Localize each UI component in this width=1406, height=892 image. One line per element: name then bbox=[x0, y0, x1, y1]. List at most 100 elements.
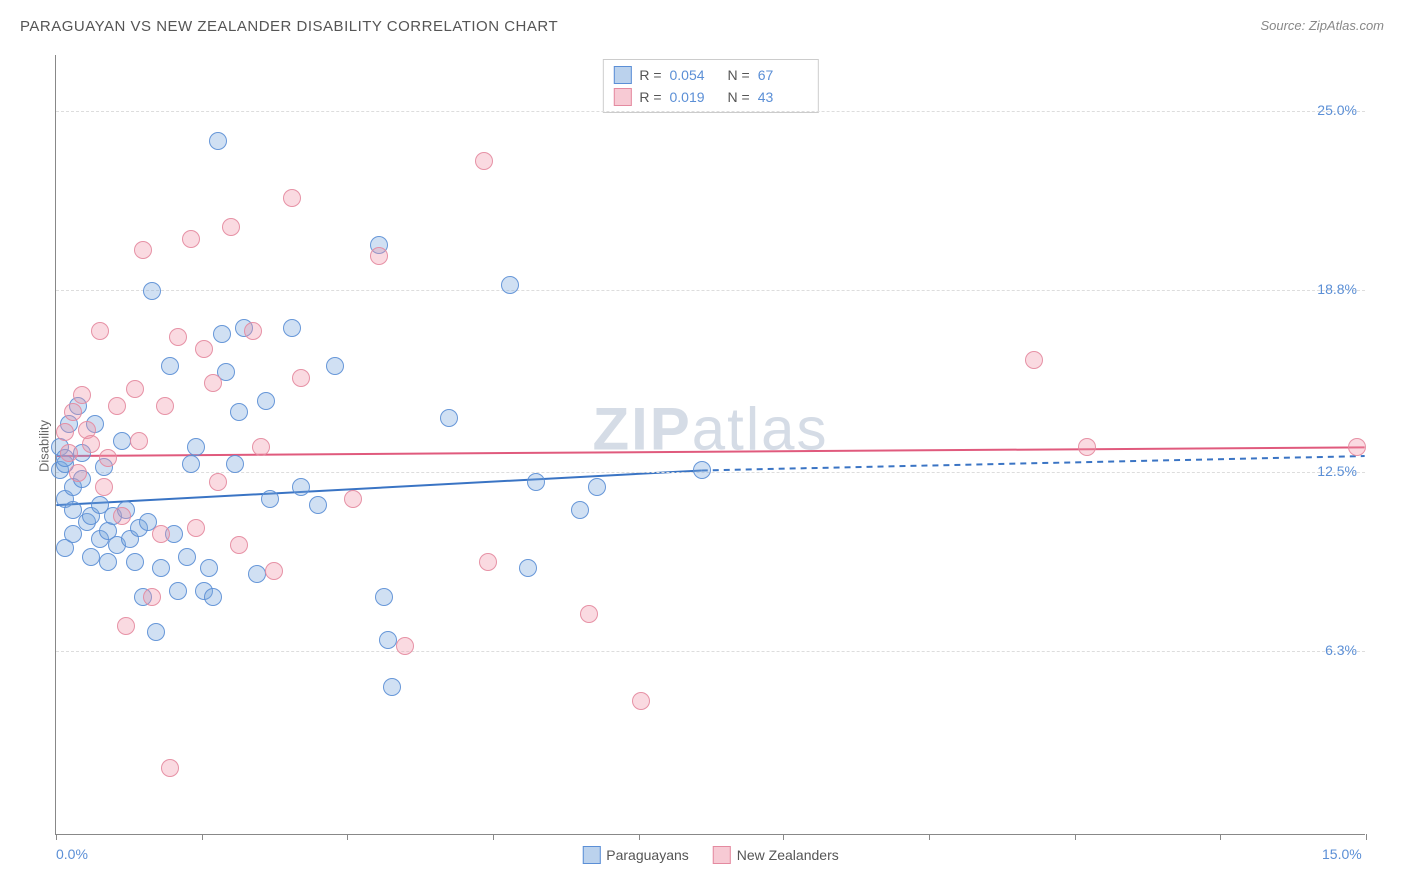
x-tick bbox=[1366, 834, 1367, 840]
scatter-point bbox=[169, 328, 187, 346]
x-tick bbox=[347, 834, 348, 840]
scatter-point bbox=[379, 631, 397, 649]
scatter-point bbox=[213, 325, 231, 343]
source-attribution: Source: ZipAtlas.com bbox=[1260, 18, 1384, 33]
scatter-point bbox=[204, 588, 222, 606]
scatter-point bbox=[82, 548, 100, 566]
swatch-icon bbox=[613, 66, 631, 84]
scatter-point bbox=[230, 536, 248, 554]
y-tick-label: 25.0% bbox=[1317, 102, 1357, 118]
scatter-point bbox=[64, 403, 82, 421]
scatter-point bbox=[292, 369, 310, 387]
stat-value: 0.054 bbox=[670, 67, 720, 83]
scatter-point bbox=[204, 374, 222, 392]
stat-label: N = bbox=[728, 89, 750, 105]
scatter-point bbox=[200, 559, 218, 577]
scatter-point bbox=[244, 322, 262, 340]
scatter-point bbox=[230, 403, 248, 421]
x-tick bbox=[639, 834, 640, 840]
scatter-point bbox=[126, 380, 144, 398]
x-tick bbox=[56, 834, 57, 840]
scatter-point bbox=[152, 559, 170, 577]
gridline bbox=[56, 111, 1365, 112]
scatter-point bbox=[693, 461, 711, 479]
scatter-point bbox=[383, 678, 401, 696]
gridline bbox=[56, 290, 1365, 291]
correlation-chart: PARAGUAYAN VS NEW ZEALANDER DISABILITY C… bbox=[10, 10, 1396, 882]
scatter-point bbox=[1078, 438, 1096, 456]
scatter-point bbox=[56, 423, 74, 441]
scatter-point bbox=[375, 588, 393, 606]
scatter-point bbox=[1025, 351, 1043, 369]
scatter-point bbox=[195, 340, 213, 358]
scatter-point bbox=[187, 438, 205, 456]
scatter-point bbox=[113, 507, 131, 525]
legend-item: Paraguayans bbox=[582, 846, 689, 864]
legend-label: Paraguayans bbox=[606, 847, 689, 863]
gridline bbox=[56, 651, 1365, 652]
chart-title: PARAGUAYAN VS NEW ZEALANDER DISABILITY C… bbox=[20, 18, 558, 35]
stat-label: N = bbox=[728, 67, 750, 83]
scatter-point bbox=[252, 438, 270, 456]
scatter-point bbox=[152, 525, 170, 543]
scatter-point bbox=[187, 519, 205, 537]
scatter-point bbox=[479, 553, 497, 571]
scatter-point bbox=[1348, 438, 1366, 456]
legend-row: R = 0.054 N = 67 bbox=[613, 64, 807, 86]
scatter-point bbox=[182, 455, 200, 473]
stat-label: R = bbox=[639, 89, 661, 105]
x-tick bbox=[783, 834, 784, 840]
scatter-point bbox=[261, 490, 279, 508]
scatter-point bbox=[632, 692, 650, 710]
scatter-point bbox=[309, 496, 327, 514]
scatter-point bbox=[209, 132, 227, 150]
y-tick-label: 12.5% bbox=[1317, 463, 1357, 479]
scatter-point bbox=[147, 623, 165, 641]
y-axis-label: Disability bbox=[37, 420, 52, 472]
y-tick-label: 18.8% bbox=[1317, 281, 1357, 297]
scatter-point bbox=[182, 230, 200, 248]
scatter-point bbox=[134, 241, 152, 259]
legend-label: New Zealanders bbox=[737, 847, 839, 863]
scatter-point bbox=[178, 548, 196, 566]
scatter-point bbox=[588, 478, 606, 496]
scatter-point bbox=[99, 553, 117, 571]
scatter-point bbox=[571, 501, 589, 519]
swatch-icon bbox=[613, 88, 631, 106]
scatter-point bbox=[69, 464, 87, 482]
scatter-point bbox=[113, 432, 131, 450]
swatch-icon bbox=[582, 846, 600, 864]
scatter-point bbox=[143, 282, 161, 300]
scatter-point bbox=[169, 582, 187, 600]
scatter-point bbox=[82, 435, 100, 453]
x-tick-label: 0.0% bbox=[56, 846, 88, 862]
scatter-point bbox=[580, 605, 598, 623]
scatter-point bbox=[91, 322, 109, 340]
scatter-point bbox=[344, 490, 362, 508]
watermark: ZIPatlas bbox=[592, 394, 828, 463]
scatter-point bbox=[326, 357, 344, 375]
scatter-point bbox=[117, 617, 135, 635]
scatter-point bbox=[126, 553, 144, 571]
x-tick bbox=[1075, 834, 1076, 840]
legend-item: New Zealanders bbox=[713, 846, 839, 864]
scatter-point bbox=[209, 473, 227, 491]
legend-row: R = 0.019 N = 43 bbox=[613, 86, 807, 108]
scatter-point bbox=[440, 409, 458, 427]
stat-value: 43 bbox=[758, 89, 808, 105]
plot-area: ZIPatlas R = 0.054 N = 67 R = 0.019 N = … bbox=[55, 55, 1365, 835]
x-tick bbox=[1220, 834, 1221, 840]
x-tick bbox=[929, 834, 930, 840]
y-tick-label: 6.3% bbox=[1325, 642, 1357, 658]
scatter-point bbox=[108, 397, 126, 415]
scatter-point bbox=[222, 218, 240, 236]
scatter-point bbox=[73, 386, 91, 404]
stat-label: R = bbox=[639, 67, 661, 83]
stat-value: 67 bbox=[758, 67, 808, 83]
scatter-point bbox=[248, 565, 266, 583]
scatter-point bbox=[95, 478, 113, 496]
scatter-point bbox=[161, 357, 179, 375]
scatter-point bbox=[370, 247, 388, 265]
scatter-point bbox=[265, 562, 283, 580]
scatter-point bbox=[396, 637, 414, 655]
